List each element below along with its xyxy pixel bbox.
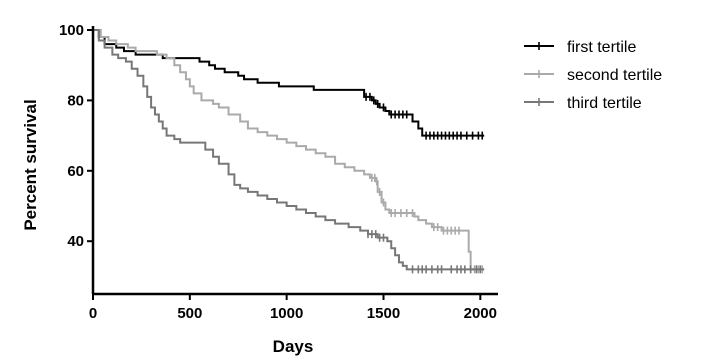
series-line-1 — [93, 29, 485, 137]
x-tick-label: 2000 — [464, 305, 497, 322]
x-axis-title: Days — [273, 337, 314, 356]
legend-label-1: first tertile — [567, 39, 636, 56]
y-tick-label: 100 — [59, 22, 84, 39]
y-tick-label: 40 — [67, 233, 84, 250]
x-tick-label: 0 — [89, 305, 97, 322]
y-tick-label: 80 — [67, 92, 84, 109]
x-tick-label: 500 — [177, 305, 202, 322]
legend-label-2: second tertile — [567, 67, 662, 84]
x-tick-label: 1000 — [270, 305, 303, 322]
y-tick-label: 60 — [67, 163, 84, 180]
legend-label-3: third tertile — [567, 95, 642, 112]
legend: first tertile second tertile third tertile — [524, 39, 662, 112]
axes — [91, 26, 498, 296]
series-line-2 — [93, 29, 485, 271]
x-tick-label: 1500 — [367, 305, 400, 322]
series-line-3 — [93, 29, 485, 271]
plot-lines — [93, 29, 485, 274]
y-axis-title: Percent survival — [21, 99, 40, 230]
